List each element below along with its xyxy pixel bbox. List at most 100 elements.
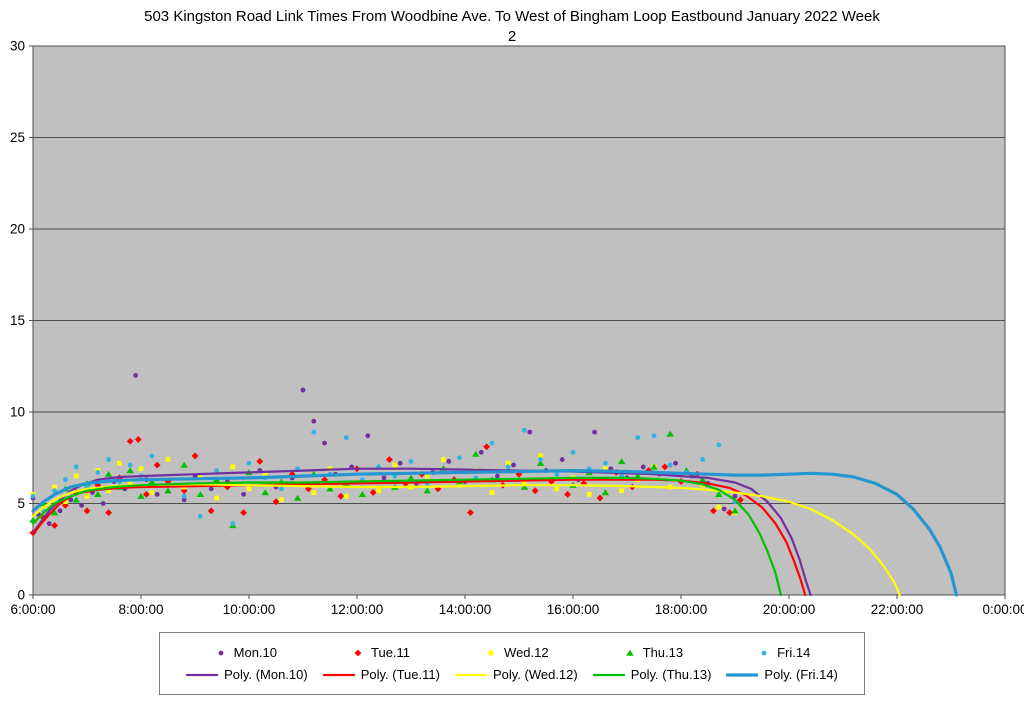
legend-item-Poly. (Wed.12): Poly. (Wed.12) — [454, 667, 578, 682]
scatter-point — [358, 491, 367, 498]
legend-row-lines: Poly. (Mon.10) Poly. (Tue.11) Poly. (Wed.1… — [160, 667, 864, 682]
scatter-point — [700, 457, 705, 462]
scatter-point — [52, 488, 57, 494]
legend-box: Mon.10 Tue.11 Wed.12 Thu.13 Fri.14 Poly. (Mo… — [159, 632, 865, 695]
x-axis-label: 10:00:00 — [223, 602, 276, 617]
line-swatch-icon — [726, 672, 759, 677]
y-axis-label: 20 — [10, 222, 25, 237]
x-axis-label: 0:00:00 — [982, 602, 1024, 617]
scatter-point — [46, 521, 52, 527]
scatter-point — [262, 471, 268, 477]
scatter-point — [148, 478, 156, 485]
scatter-point — [95, 469, 101, 475]
scatter-point — [592, 429, 597, 435]
scatter-point — [538, 453, 543, 459]
scatter-point — [511, 462, 516, 468]
scatter-point — [72, 496, 80, 503]
scatter-point — [467, 509, 474, 517]
legend-label: Poly. (Mon.10) — [224, 667, 308, 682]
scatter-point — [84, 493, 90, 499]
scatter-point — [50, 509, 59, 516]
scatter-point — [279, 486, 284, 492]
scatter-point — [716, 504, 722, 510]
scatter-point — [127, 480, 133, 486]
scatter-point — [246, 486, 252, 492]
scatter-point — [726, 509, 733, 517]
legend-label: Wed.12 — [504, 645, 549, 660]
scatter-point — [180, 461, 188, 468]
line-swatch-icon — [454, 673, 487, 676]
legend-label: Fri.14 — [777, 645, 811, 660]
scatter-point — [149, 490, 155, 495]
scatter-point — [293, 494, 302, 501]
scatter-point — [164, 487, 172, 494]
scatter-point — [603, 466, 608, 472]
scatter-point — [133, 373, 139, 378]
scatter-point — [666, 430, 674, 437]
scatter-point — [673, 460, 678, 466]
scatter-point — [661, 463, 669, 471]
scatter-point — [134, 436, 142, 443]
scatter-point — [369, 489, 377, 496]
scatter-point — [207, 507, 215, 515]
scatter-point — [381, 475, 387, 481]
x-axis-label: 18:00:00 — [655, 602, 708, 617]
line-swatch-icon — [322, 673, 355, 676]
scatter-point — [483, 443, 490, 451]
legend-marker — [761, 650, 767, 655]
scatter-point — [737, 496, 744, 504]
scatter-point — [94, 491, 102, 498]
scatter-point — [721, 506, 727, 512]
line-swatch-icon — [186, 673, 219, 676]
scatter-point — [343, 493, 349, 499]
scatter-point — [376, 488, 381, 494]
scatter-point — [137, 492, 145, 499]
legend-item-Wed.12: Wed.12 — [484, 645, 549, 660]
scatter-point — [279, 497, 284, 503]
x-axis-label: 16:00:00 — [547, 602, 600, 617]
scatter-point — [83, 507, 91, 515]
scatter-point — [698, 476, 707, 483]
scatter-point — [214, 468, 220, 473]
scatter-point — [153, 461, 161, 469]
scatter-point — [198, 513, 203, 519]
scatter-point — [603, 460, 608, 466]
scatter-point — [424, 473, 430, 479]
scatter-point — [478, 449, 484, 455]
circle-marker-icon — [761, 650, 767, 655]
legend-label: Mon.10 — [233, 645, 278, 660]
scatter-point — [619, 488, 624, 494]
scatter-point — [208, 486, 214, 492]
scatter-point — [392, 462, 398, 468]
scatter-point — [126, 437, 134, 445]
scatter-point — [536, 459, 545, 466]
square-marker-icon — [488, 650, 494, 655]
scatter-point — [191, 452, 199, 460]
scatter-point — [457, 455, 462, 461]
legend-label: Poly. (Fri.14) — [764, 667, 838, 682]
scatter-point — [154, 491, 160, 497]
scatter-point — [522, 427, 527, 433]
scatter-point — [570, 449, 576, 455]
scatter-point — [538, 457, 543, 462]
scatter-point — [51, 522, 58, 529]
scatter-point — [311, 418, 317, 424]
scatter-point — [106, 457, 111, 462]
scatter-point — [716, 442, 722, 448]
scatter-point — [559, 457, 565, 462]
y-axis-label: 0 — [17, 588, 25, 603]
scatter-point — [143, 490, 150, 498]
scatter-point — [127, 462, 133, 468]
scatter-point — [407, 474, 415, 481]
scatter-point — [73, 464, 79, 470]
scatter-point — [322, 440, 327, 446]
scatter-point — [73, 473, 79, 479]
x-axis-label: 12:00:00 — [331, 602, 384, 617]
scatter-point — [165, 457, 171, 462]
scatter-point — [343, 435, 349, 441]
scatter-point — [326, 485, 334, 492]
triangle-marker-icon — [625, 649, 634, 656]
scatter-point — [522, 480, 527, 486]
scatter-point — [554, 486, 560, 492]
x-axis-label: 14:00:00 — [439, 602, 492, 617]
